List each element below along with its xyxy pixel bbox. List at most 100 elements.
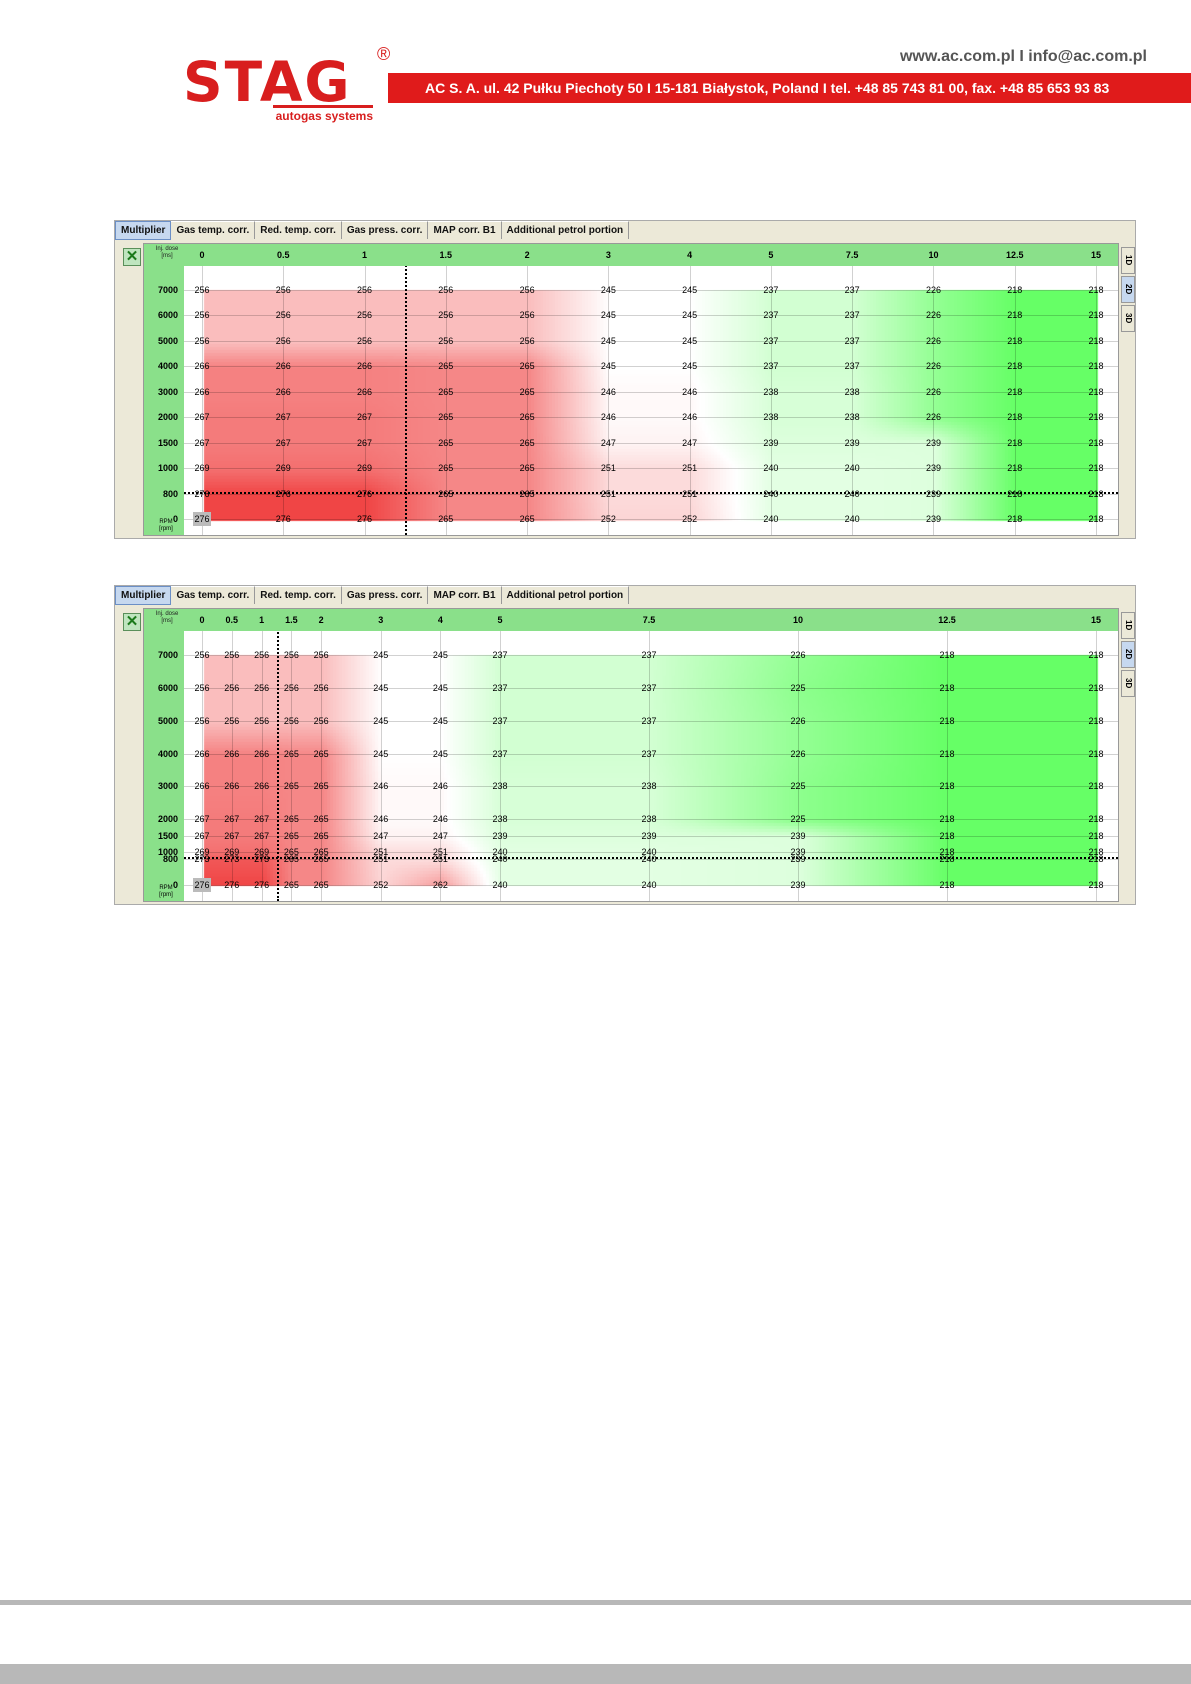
map-cell[interactable]: 218 bbox=[1088, 715, 1104, 726]
map-cell[interactable]: 265 bbox=[438, 488, 454, 499]
map-cell[interactable]: 273 bbox=[194, 853, 210, 864]
map-cell[interactable]: 246 bbox=[682, 412, 698, 423]
tab-map-corr-b1[interactable]: MAP corr. B1 bbox=[428, 586, 502, 604]
map-cell[interactable]: 256 bbox=[313, 715, 329, 726]
map-cell[interactable]: 256 bbox=[194, 335, 210, 346]
map-cell[interactable]: 256 bbox=[438, 335, 454, 346]
map-cell[interactable]: 238 bbox=[641, 814, 657, 825]
map-cell[interactable]: 269 bbox=[357, 463, 373, 474]
map-cell[interactable]: 218 bbox=[1007, 514, 1023, 524]
map-cell[interactable]: 256 bbox=[313, 682, 329, 693]
map-cell[interactable]: 251 bbox=[432, 853, 448, 864]
selected-cell[interactable] bbox=[193, 878, 211, 892]
map-cell[interactable]: 240 bbox=[492, 847, 508, 858]
map-cell[interactable]: 218 bbox=[1088, 310, 1104, 321]
map-cell[interactable]: 240 bbox=[844, 514, 860, 524]
map-cell[interactable]: 256 bbox=[519, 335, 535, 346]
map-cell[interactable]: 238 bbox=[492, 814, 508, 825]
map-cell[interactable]: 266 bbox=[194, 748, 210, 759]
map-cell[interactable]: 218 bbox=[939, 715, 955, 726]
map-cell[interactable]: 265 bbox=[283, 748, 299, 759]
map-cell[interactable]: 239 bbox=[844, 437, 860, 448]
map-cell[interactable]: 239 bbox=[790, 830, 806, 841]
map-cell[interactable]: 265 bbox=[313, 781, 329, 792]
map-cell[interactable]: 237 bbox=[492, 715, 508, 726]
map-cell[interactable]: 256 bbox=[254, 650, 270, 660]
map-cell[interactable]: 245 bbox=[373, 682, 389, 693]
map-cell[interactable]: 256 bbox=[283, 682, 299, 693]
map-cell[interactable]: 218 bbox=[1007, 437, 1023, 448]
map-cell[interactable]: 240 bbox=[763, 514, 779, 524]
map-cell[interactable]: 240 bbox=[641, 880, 657, 890]
tab-gas-temp-corr[interactable]: Gas temp. corr. bbox=[171, 586, 256, 604]
map-cell[interactable]: 237 bbox=[844, 335, 860, 346]
map-cell[interactable]: 218 bbox=[1007, 412, 1023, 423]
map-cell[interactable]: 276 bbox=[224, 880, 240, 890]
map-cell[interactable]: 246 bbox=[432, 781, 448, 792]
map-cell[interactable]: 256 bbox=[194, 715, 210, 726]
map-cell[interactable]: 218 bbox=[1088, 650, 1104, 660]
map-cell[interactable]: 239 bbox=[925, 437, 941, 448]
map-cell[interactable]: 218 bbox=[1088, 386, 1104, 397]
map-cell[interactable]: 247 bbox=[432, 830, 448, 841]
view-tab-1d[interactable]: 1D bbox=[1121, 247, 1135, 274]
map-cell[interactable]: 267 bbox=[254, 830, 270, 841]
map-cell[interactable]: 240 bbox=[492, 880, 508, 890]
map-cell[interactable]: 256 bbox=[438, 310, 454, 321]
map-cell[interactable]: 245 bbox=[600, 285, 616, 295]
map-cell[interactable]: 240 bbox=[763, 488, 779, 499]
map-cell[interactable]: 237 bbox=[844, 310, 860, 321]
map-cell[interactable]: 225 bbox=[790, 682, 806, 693]
map-cell[interactable]: 226 bbox=[925, 412, 941, 423]
map-cell[interactable]: 256 bbox=[194, 285, 210, 295]
map-cell[interactable]: 256 bbox=[194, 682, 210, 693]
map-cell[interactable]: 265 bbox=[313, 830, 329, 841]
map-cell[interactable]: 240 bbox=[641, 847, 657, 858]
map-cell[interactable]: 218 bbox=[1088, 847, 1104, 858]
map-cell[interactable]: 265 bbox=[438, 361, 454, 372]
map-cell[interactable]: 267 bbox=[224, 814, 240, 825]
tab-gas-press-corr[interactable]: Gas press. corr. bbox=[341, 586, 429, 604]
map-cell[interactable]: 218 bbox=[1088, 361, 1104, 372]
tab-additional-petrol-portion[interactable]: Additional petrol portion bbox=[501, 221, 630, 239]
map-cell[interactable]: 266 bbox=[194, 781, 210, 792]
map-cell[interactable]: 269 bbox=[224, 847, 240, 858]
view-tab-1d[interactable]: 1D bbox=[1121, 612, 1135, 639]
map-cell[interactable]: 265 bbox=[438, 386, 454, 397]
map-cell[interactable]: 245 bbox=[432, 748, 448, 759]
map-cell[interactable]: 276 bbox=[357, 514, 373, 524]
map-cell[interactable]: 218 bbox=[1088, 488, 1104, 499]
map-cell[interactable]: 256 bbox=[283, 715, 299, 726]
map-cell[interactable]: 237 bbox=[844, 361, 860, 372]
map-cell[interactable]: 252 bbox=[373, 880, 389, 890]
map-cell[interactable]: 218 bbox=[1007, 361, 1023, 372]
map-cell[interactable]: 276 bbox=[275, 488, 291, 499]
map-cell[interactable]: 240 bbox=[641, 853, 657, 864]
map-cell[interactable]: 239 bbox=[790, 847, 806, 858]
map-cell[interactable]: 266 bbox=[357, 361, 373, 372]
selected-cell[interactable] bbox=[193, 512, 211, 526]
map-cell[interactable]: 218 bbox=[1007, 310, 1023, 321]
map-cell[interactable]: 265 bbox=[283, 853, 299, 864]
map-cell[interactable]: 218 bbox=[939, 847, 955, 858]
heatmap-area[interactable]: 256 256 256 256 256 245 245 237 237 226 218 218 256 2… bbox=[184, 631, 1118, 901]
map-cell[interactable]: 246 bbox=[600, 386, 616, 397]
map-cell[interactable]: 218 bbox=[1088, 748, 1104, 759]
map-cell[interactable]: 245 bbox=[682, 335, 698, 346]
map-cell[interactable]: 246 bbox=[373, 781, 389, 792]
map-cell[interactable]: 218 bbox=[1088, 682, 1104, 693]
map-cell[interactable]: 265 bbox=[283, 830, 299, 841]
map-cell[interactable]: 269 bbox=[194, 847, 210, 858]
map-cell[interactable]: 240 bbox=[763, 463, 779, 474]
map-cell[interactable]: 265 bbox=[313, 880, 329, 890]
map-cell[interactable]: 247 bbox=[373, 830, 389, 841]
map-cell[interactable]: 245 bbox=[600, 335, 616, 346]
map-cell[interactable]: 276 bbox=[275, 514, 291, 524]
map-cell[interactable]: 246 bbox=[373, 814, 389, 825]
map-cell[interactable]: 267 bbox=[357, 412, 373, 423]
map-cell[interactable]: 256 bbox=[194, 650, 210, 660]
map-cell[interactable]: 239 bbox=[925, 488, 941, 499]
map-cell[interactable]: 267 bbox=[194, 437, 210, 448]
map-cell[interactable]: 226 bbox=[925, 310, 941, 321]
map-cell[interactable]: 245 bbox=[373, 715, 389, 726]
